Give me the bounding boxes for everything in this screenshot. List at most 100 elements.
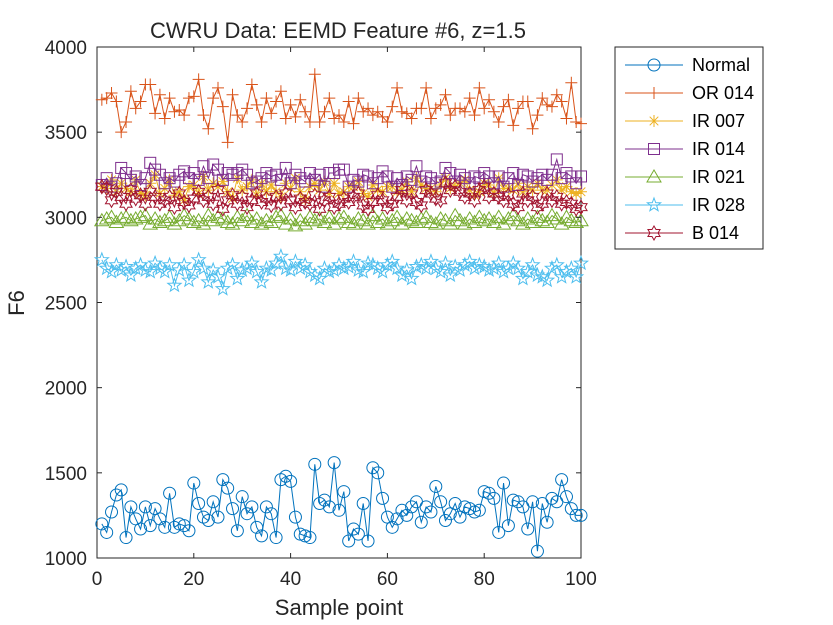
data-point [337,485,351,499]
data-point [173,185,186,198]
data-point [507,119,520,132]
data-point [110,177,123,190]
data-point [521,95,534,108]
legend-entry: IR 007 [625,111,745,131]
data-point [362,170,375,183]
y-tick-label: 1500 [45,464,87,485]
data-point [201,514,215,528]
x-tick-label: 100 [565,569,597,590]
data-point [250,520,264,534]
data-point [569,200,584,217]
data-point [134,522,148,536]
data-point [531,172,544,185]
data-point [472,503,486,517]
data-point [120,167,133,180]
data-point [545,168,558,181]
data-point [317,192,332,209]
data-point [337,115,350,128]
x-tick-label: 0 [92,569,103,590]
data-point [197,170,210,183]
data-point [569,508,583,522]
data-point [326,216,343,230]
data-point [395,105,408,118]
data-point [385,195,400,212]
data-point [185,214,202,228]
data-point [418,209,434,223]
data-point [321,263,338,279]
data-point [366,461,380,475]
data-point [345,216,362,230]
data-point [129,102,142,115]
data-point [490,209,507,223]
data-point [248,211,265,225]
data-point [454,102,466,115]
data-point [492,525,506,539]
data-point [166,216,183,230]
data-point [299,175,312,188]
legend-marker [648,143,660,155]
data-point [273,207,289,222]
data-point [496,192,511,209]
data-point [429,102,442,115]
data-point [241,180,254,193]
data-point [438,175,453,192]
y-tick-label: 1000 [45,549,87,570]
data-point [408,258,425,274]
data-point [299,105,312,118]
data-point [260,167,273,180]
data-point [288,510,302,524]
data-point [128,190,143,207]
data-point [559,490,573,504]
data-point [167,520,181,534]
data-point [226,502,240,516]
data-point [109,488,123,502]
data-point [255,115,268,128]
data-point [182,92,195,105]
y-axis-label: F6 [4,290,29,316]
legend-entry: IR 028 [625,195,745,215]
data-point [565,76,578,89]
data-point [196,192,211,209]
data-point [200,207,217,222]
data-point [156,212,173,227]
data-point [263,261,280,277]
data-point [405,185,418,198]
data-point [321,209,338,223]
data-point [163,172,176,185]
data-point [512,102,525,115]
data-point [230,524,244,538]
data-point [369,214,386,228]
legend-entry: Normal [625,55,750,75]
data-point [575,170,587,183]
data-point [134,95,147,108]
data-point [187,90,200,103]
data-point [303,531,317,545]
data-point [196,510,210,524]
data-point [575,117,587,130]
data-point [374,211,391,225]
data-point [274,473,288,487]
data-point [211,510,225,524]
data-point [137,207,154,222]
data-point [265,107,278,120]
data-point [371,172,384,185]
data-point [357,168,370,181]
data-point [241,102,254,115]
data-point [390,512,404,526]
data-point [313,168,326,181]
data-point [202,172,215,185]
data-point [156,263,173,279]
data-point [214,280,231,296]
data-point [206,495,220,509]
data-point [119,531,133,545]
data-point [380,199,395,216]
data-point [335,259,352,276]
data-point [350,261,367,277]
data-point [187,167,200,180]
data-point [497,100,510,113]
data-point [297,216,313,230]
data-point [366,109,379,122]
data-point [93,212,110,227]
data-point [471,256,488,272]
data-point [478,167,491,180]
